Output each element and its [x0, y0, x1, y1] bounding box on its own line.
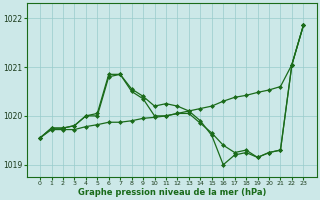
X-axis label: Graphe pression niveau de la mer (hPa): Graphe pression niveau de la mer (hPa) [77, 188, 266, 197]
